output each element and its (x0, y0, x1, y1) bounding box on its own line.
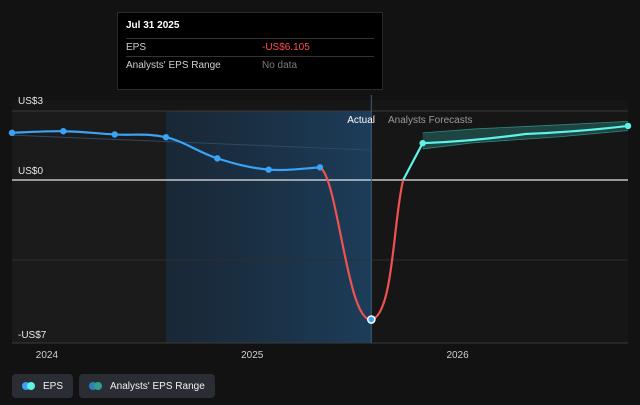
eps-point-4 (214, 155, 221, 162)
section-label-forecast: Analysts Forecasts (388, 115, 472, 126)
tooltip-row-range: Analysts' EPS Range No data (126, 56, 374, 74)
y-label-top: US$3 (18, 96, 43, 107)
eps-point-6 (316, 164, 324, 171)
legend-item-eps-range[interactable]: Analysts' EPS Range (79, 374, 215, 398)
eps-point-1 (60, 128, 67, 135)
legend-eps-label: EPS (43, 380, 64, 392)
tooltip-eps-value: -US$6.105 (262, 42, 310, 53)
forecast-range-lower (422, 130, 629, 150)
tooltip: Jul 31 2025 EPS -US$6.105 Analysts' EPS … (117, 12, 383, 90)
section-label-actual: Actual (347, 115, 375, 126)
eps-point-0 (8, 129, 16, 137)
forecast-line-negative (370, 179, 405, 321)
legend-eps-icon (22, 382, 35, 390)
forecast-point-0 (419, 140, 426, 147)
x-tick-label-2025: 2025 (241, 350, 264, 361)
tooltip-date: Jul 31 2025 (126, 20, 180, 31)
forecast-range-band (422, 121, 628, 149)
legend-range-label: Analysts' EPS Range (110, 380, 205, 392)
tooltip-range-label: Analysts' EPS Range (126, 60, 221, 71)
history-region (12, 111, 166, 343)
y-label-zero: US$0 (18, 166, 43, 177)
eps-point-2 (111, 131, 118, 138)
y-label-bottom: -US$7 (18, 330, 47, 341)
eps-line-negative (319, 166, 372, 321)
eps-point-7 (366, 315, 376, 324)
forecast-range-upper (422, 120, 629, 134)
legend: EPS Analysts' EPS Range (12, 374, 215, 398)
legend-item-eps[interactable]: EPS (12, 374, 74, 398)
tooltip-eps-label: EPS (126, 42, 147, 53)
x-tick-label-2026: 2026 (446, 350, 469, 361)
legend-range-icon (89, 382, 103, 390)
forecast-point-1 (624, 122, 632, 130)
forecast-line-positive (402, 124, 629, 181)
past-period-band (166, 111, 372, 343)
tooltip-row-eps: EPS -US$6.105 (126, 38, 374, 56)
eps-point-3 (162, 134, 170, 141)
eps-point-5 (265, 166, 272, 173)
x-tick-label-2024: 2024 (36, 350, 59, 361)
trend-line (11, 134, 372, 151)
tooltip-range-value: No data (262, 60, 298, 71)
